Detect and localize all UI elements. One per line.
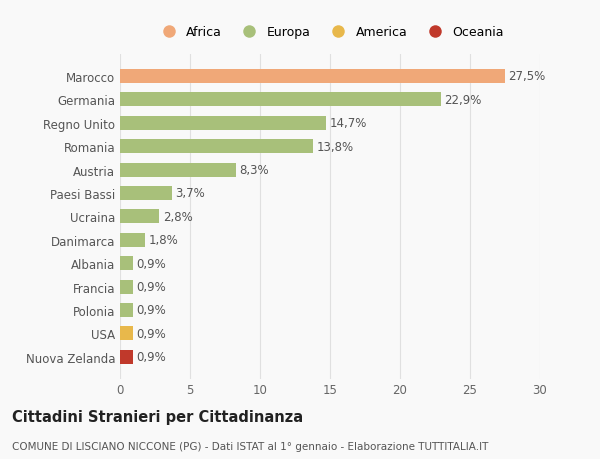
Bar <box>120 70 505 84</box>
Bar <box>120 186 172 201</box>
Bar <box>120 257 133 270</box>
Text: 14,7%: 14,7% <box>329 117 367 130</box>
Text: 1,8%: 1,8% <box>149 234 178 246</box>
Bar <box>120 140 313 154</box>
Bar <box>120 303 133 317</box>
Text: 2,8%: 2,8% <box>163 210 193 224</box>
Text: 22,9%: 22,9% <box>444 94 481 106</box>
Text: Cittadini Stranieri per Cittadinanza: Cittadini Stranieri per Cittadinanza <box>12 409 303 425</box>
Text: 0,9%: 0,9% <box>136 327 166 340</box>
Text: 0,9%: 0,9% <box>136 351 166 364</box>
Text: 3,7%: 3,7% <box>175 187 205 200</box>
Text: COMUNE DI LISCIANO NICCONE (PG) - Dati ISTAT al 1° gennaio - Elaborazione TUTTIT: COMUNE DI LISCIANO NICCONE (PG) - Dati I… <box>12 441 488 451</box>
Bar <box>120 280 133 294</box>
Legend: Africa, Europa, America, Oceania: Africa, Europa, America, Oceania <box>152 22 508 43</box>
Text: 0,9%: 0,9% <box>136 280 166 293</box>
Bar <box>120 210 159 224</box>
Text: 0,9%: 0,9% <box>136 257 166 270</box>
Bar <box>120 350 133 364</box>
Bar <box>120 163 236 177</box>
Text: 8,3%: 8,3% <box>240 164 269 177</box>
Bar <box>120 117 326 130</box>
Bar <box>120 327 133 341</box>
Bar <box>120 233 145 247</box>
Text: 13,8%: 13,8% <box>317 140 354 153</box>
Bar <box>120 93 440 107</box>
Text: 0,9%: 0,9% <box>136 304 166 317</box>
Text: 27,5%: 27,5% <box>509 70 546 83</box>
